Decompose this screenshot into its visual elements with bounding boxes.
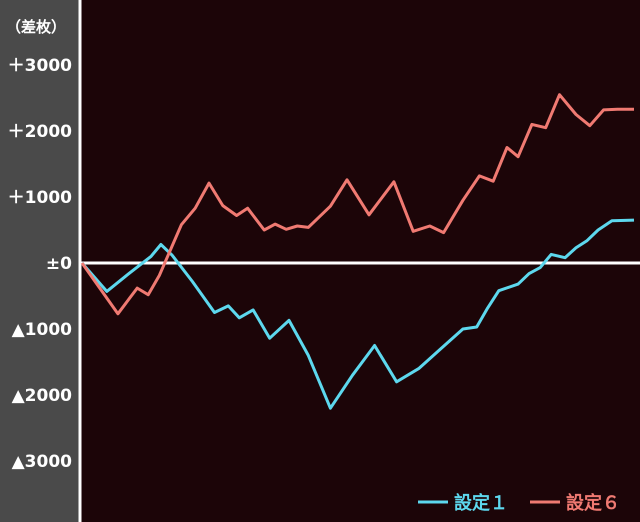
y-tick-label: ▲1000 bbox=[12, 320, 73, 340]
y-tick-label: ＋3000 bbox=[8, 56, 72, 76]
y-axis-unit-label: （差枚） bbox=[6, 18, 66, 36]
y-tick-label: ＋1000 bbox=[8, 188, 72, 208]
y-tick-label: ▲2000 bbox=[12, 386, 73, 406]
y-tick-label: ±0 bbox=[46, 254, 72, 274]
y-tick-labels: ＋3000 ＋2000 ＋1000 ±0 ▲1000 ▲2000 ▲3000 bbox=[8, 56, 72, 472]
series-line-2 bbox=[80, 93, 634, 316]
legend: 設定１ 設定６ bbox=[418, 492, 620, 514]
y-tick-label: ＋2000 bbox=[8, 122, 72, 142]
series-line-1 bbox=[80, 218, 635, 410]
y-tick-label: ▲3000 bbox=[12, 452, 73, 472]
legend-label-2: 設定６ bbox=[566, 492, 620, 514]
legend-label-1: 設定１ bbox=[454, 492, 508, 514]
series-lines bbox=[80, 93, 635, 410]
